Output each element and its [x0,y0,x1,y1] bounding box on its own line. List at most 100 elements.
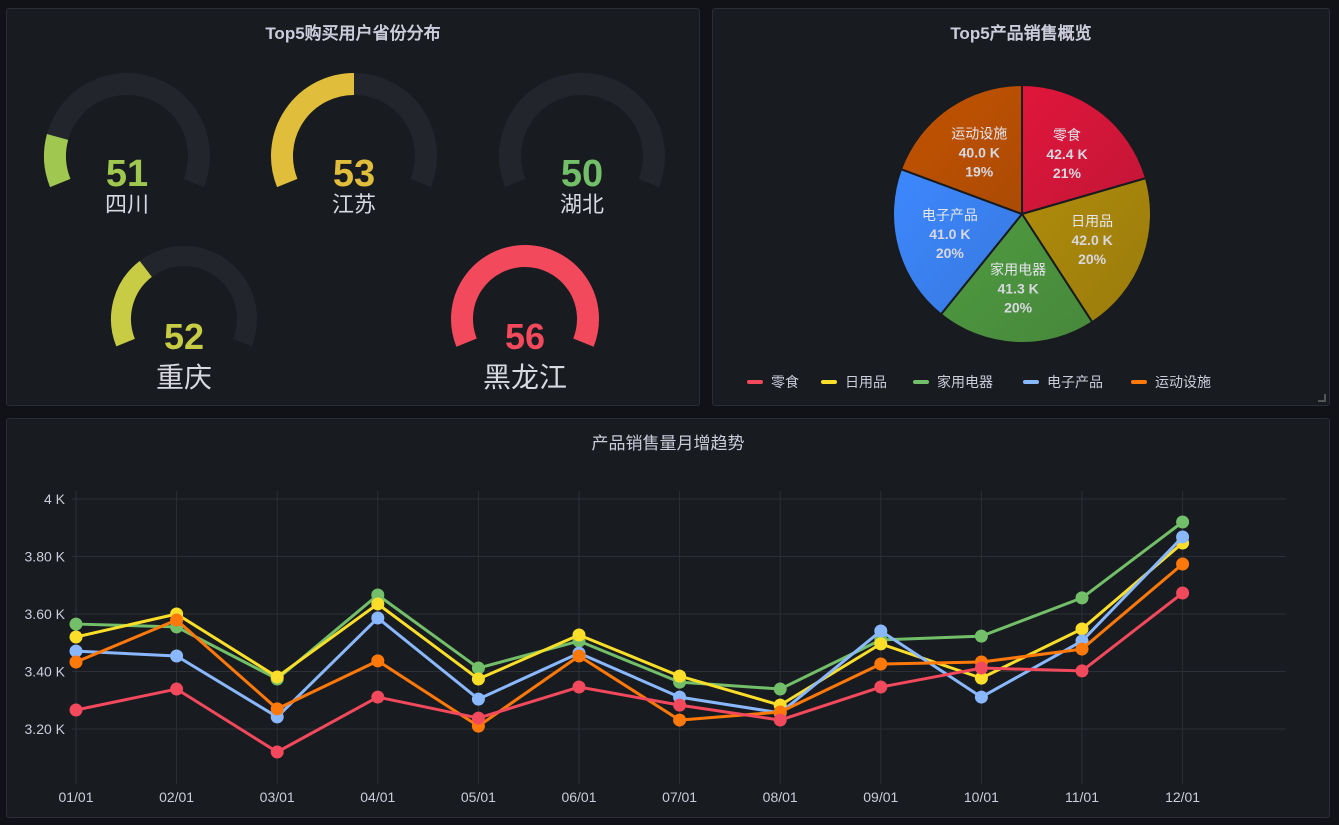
data-point[interactable] [874,624,888,638]
legend-swatch [821,380,837,384]
data-point[interactable] [974,629,988,643]
legend-item[interactable]: 零食 [747,374,799,390]
gauge-fill [451,245,599,347]
x-tick-label: 11/01 [1065,789,1099,805]
data-point[interactable] [974,661,988,675]
data-point[interactable] [69,617,83,631]
gauge-label: 江苏 [332,192,376,217]
x-tick-label: 03/01 [260,789,295,805]
pie-slice-label: 日用品 [1071,213,1113,229]
pie-slice-percent: 20% [936,245,965,261]
data-point[interactable] [170,613,184,627]
x-tick-label: 09/01 [863,789,898,805]
data-point[interactable] [874,637,888,651]
x-tick-label: 04/01 [360,789,395,805]
data-point[interactable] [371,597,385,611]
data-point[interactable] [471,692,485,706]
data-point[interactable] [1075,622,1089,636]
pie-slice[interactable] [892,168,1023,316]
legend-item[interactable]: 家用电器 [913,374,993,390]
gauge-panel: Top5购买用户省份分布 51 四川 53 江苏 50 湖北 52 重庆 56 黑龙江 [6,8,700,406]
pie-slice-percent: 20% [1004,300,1033,316]
data-point[interactable] [471,711,485,725]
x-tick-label: 12/01 [1165,789,1200,805]
gauge-fill [111,260,153,347]
data-point[interactable] [673,698,687,712]
data-point[interactable] [471,672,485,686]
x-tick-label: 07/01 [662,789,697,805]
data-point[interactable] [673,713,687,727]
pie-slice-label: 零食 [1053,127,1081,143]
legend-swatch [913,380,929,384]
gauge-fill [44,134,71,188]
pie-slice-label: 运动设施 [951,126,1007,142]
data-point[interactable] [974,671,988,685]
data-point[interactable] [170,682,184,696]
resize-handle[interactable] [1318,394,1326,402]
gauge-label: 重庆 [156,362,212,393]
data-point[interactable] [572,649,586,663]
data-point[interactable] [371,690,385,704]
data-point[interactable] [69,655,83,669]
gauge-label: 四川 [105,192,149,217]
data-point[interactable] [1075,642,1089,656]
data-point[interactable] [773,682,787,696]
gauge-track [499,73,665,188]
line-panel: 产品销售量月增趋势 4 K 3.80 K 3.60 K 3.40 K 3.20 K 01/… [6,418,1330,818]
data-point[interactable] [69,703,83,717]
legend-swatch [1131,380,1147,384]
pie-chart: 零食 42.4 K 21% 日用品 42.0 K 20% 家用电器 41.3 K 20% 电子产品… [747,84,1211,390]
data-point[interactable] [1075,664,1089,678]
y-tick-label: 3.80 K [25,549,66,565]
pie-slice[interactable] [1021,84,1147,215]
data-point[interactable] [572,680,586,694]
data-point[interactable] [371,654,385,668]
x-tick-label: 08/01 [763,789,798,805]
pie-slice-value: 42.0 K [1071,232,1112,248]
legend-label: 家用电器 [937,374,993,390]
gauge-value: 51 [106,153,148,195]
data-point[interactable] [1176,557,1190,571]
data-point[interactable] [170,649,184,663]
y-tick-label: 3.20 K [25,721,66,737]
gauge-panel-title[interactable]: Top5购买用户省份分布 [265,24,441,43]
pie-slice[interactable] [939,213,1094,344]
data-point[interactable] [974,690,988,704]
data-point[interactable] [69,644,83,658]
data-point[interactable] [69,630,83,644]
data-point[interactable] [874,680,888,694]
series-line [75,591,1184,754]
series-2 [69,530,1190,724]
data-point[interactable] [673,669,687,683]
legend-item[interactable]: 运动设施 [1131,374,1211,390]
pie-slice[interactable] [900,84,1023,215]
series-line [75,535,1184,719]
data-point[interactable] [1075,591,1089,605]
data-point[interactable] [1176,530,1190,544]
data-point[interactable] [270,702,284,716]
pie-slice[interactable] [1021,177,1152,324]
data-point[interactable] [572,628,586,642]
data-point[interactable] [1176,515,1190,529]
legend-item[interactable]: 日用品 [821,374,887,390]
data-point[interactable] [1176,586,1190,600]
data-point[interactable] [371,611,385,625]
data-point[interactable] [371,588,385,602]
legend-item[interactable]: 电子产品 [1023,374,1103,390]
series-3 [69,557,1190,733]
pie-panel-title[interactable]: Top5产品销售概览 [950,24,1092,43]
legend-label: 日用品 [845,374,887,390]
data-point[interactable] [270,670,284,684]
data-point[interactable] [270,745,284,759]
line-panel-title[interactable]: 产品销售量月增趋势 [591,434,745,453]
data-point[interactable] [471,661,485,675]
pie-slice-percent: 20% [1078,251,1107,267]
gauge-value: 56 [505,316,545,357]
data-point[interactable] [773,713,787,727]
series-line [75,520,1184,691]
y-tick-label: 3.40 K [25,664,66,680]
legend-swatch [1023,380,1039,384]
data-point[interactable] [874,657,888,671]
